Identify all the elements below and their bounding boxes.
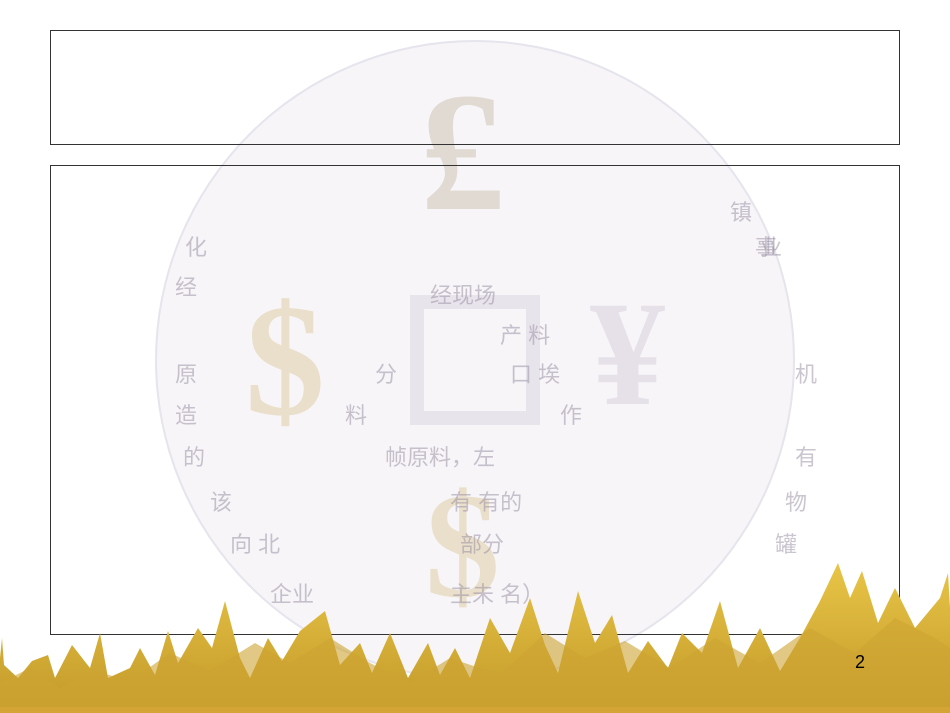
mountain-silhouette xyxy=(0,513,950,708)
page-number: 2 xyxy=(855,652,865,673)
upper-content-box xyxy=(50,30,900,145)
bottom-accent-line xyxy=(0,707,950,713)
